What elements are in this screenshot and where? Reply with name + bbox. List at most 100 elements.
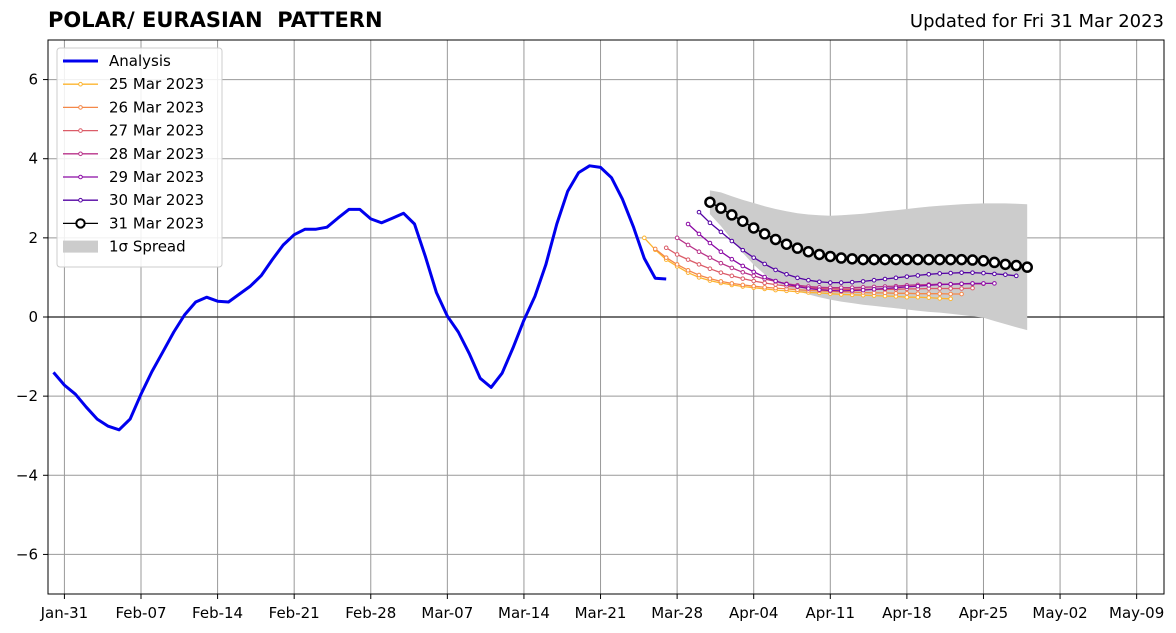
forecast-point (762, 285, 767, 290)
forecast-point (740, 282, 746, 288)
forecast-point (981, 281, 986, 286)
latest-forecast-point (758, 228, 771, 240)
forecast-point (751, 269, 757, 275)
forecast-point (773, 267, 778, 273)
forecast-point (948, 291, 953, 297)
forecast-point (817, 287, 822, 292)
forecast-point (685, 242, 691, 248)
forecast-point (970, 285, 975, 291)
y-tick-label: 0 (28, 308, 38, 326)
forecast-point (882, 276, 888, 282)
latest-forecast-point (901, 253, 913, 266)
forecast-point (827, 280, 833, 285)
forecast-point (773, 285, 778, 291)
y-tick-label: 4 (28, 150, 38, 168)
forecast-point (652, 246, 658, 252)
forecast-point (926, 283, 932, 288)
x-tick-label: Apr-18 (882, 604, 932, 622)
forecast-point (795, 284, 800, 289)
forecast-point (762, 274, 767, 280)
forecast-point (696, 249, 702, 255)
forecast-point (871, 287, 877, 292)
forecast-point (806, 277, 811, 283)
x-tick-label: Mar-14 (498, 604, 550, 622)
forecast-point (696, 209, 702, 215)
forecast-point (685, 268, 691, 273)
forecast-point (773, 278, 778, 284)
forecast-point (915, 273, 921, 278)
forecast-point (696, 272, 702, 278)
forecast-point (937, 271, 943, 276)
forecast-point (751, 278, 757, 284)
forecast-point (959, 286, 964, 291)
forecast-point (904, 274, 910, 279)
x-tick-label: Mar-28 (651, 604, 703, 622)
x-tick-label: Feb-21 (269, 604, 320, 622)
y-tick-label: 6 (28, 71, 38, 89)
forecast-point (904, 294, 910, 300)
y-tick-label: −4 (16, 466, 38, 484)
forecast-point (893, 290, 899, 296)
forecast-point (784, 281, 789, 287)
latest-forecast-point (977, 255, 990, 267)
latest-forecast-point (813, 248, 826, 261)
latest-forecast-point (966, 254, 979, 266)
forecast-point (707, 266, 713, 272)
forecast-point (992, 271, 997, 277)
forecast-point (674, 252, 680, 257)
forecast-point (740, 276, 746, 281)
forecast-point (915, 291, 921, 296)
forecast-point (696, 262, 702, 267)
forecast-point (860, 279, 866, 284)
latest-forecast-point (988, 256, 1001, 269)
latest-forecast-point (944, 253, 957, 266)
legend-marker (78, 128, 83, 133)
forecast-point (707, 255, 713, 260)
x-tick-label: Mar-21 (575, 604, 627, 622)
forecast-point (871, 277, 877, 283)
forecast-point (860, 287, 866, 293)
analysis-line (52, 164, 667, 432)
forecast-point (849, 288, 855, 293)
legend-label: 26 Mar 2023 (109, 98, 204, 116)
forecast-point (992, 281, 997, 286)
forecast-point (718, 270, 724, 275)
forecast-point (838, 288, 844, 294)
legend-marker (78, 197, 83, 203)
latest-forecast-point (933, 253, 946, 266)
x-tick-label: May-09 (1109, 604, 1164, 622)
legend-label: 28 Mar 2023 (109, 145, 204, 163)
forecast-point (674, 235, 680, 241)
forecast-point (729, 281, 735, 286)
forecast-point (959, 291, 964, 297)
forecast-point (970, 281, 975, 286)
legend-marker (78, 81, 83, 87)
forecast-point (981, 270, 986, 276)
forecast-point (663, 255, 669, 260)
forecast-point (871, 290, 877, 296)
forecast-point (1003, 272, 1008, 277)
forecast-point (937, 286, 943, 291)
forecast-point (718, 260, 724, 266)
legend-marker (78, 174, 83, 180)
forecast-point (762, 280, 767, 286)
forecast-point (926, 271, 932, 277)
x-tick-label: Jan-31 (40, 604, 89, 622)
legend-label: 30 Mar 2023 (109, 191, 204, 209)
x-tick-label: Feb-07 (115, 604, 166, 622)
forecast-point (882, 286, 888, 291)
forecast-point (948, 286, 953, 291)
latest-forecast-point (879, 253, 891, 266)
latest-forecast-point (857, 253, 869, 266)
forecast-point (718, 249, 724, 255)
forecast-point (696, 231, 702, 237)
forecast-point (718, 279, 724, 284)
forecast-point (751, 273, 757, 279)
forecast-point (937, 291, 943, 296)
forecast-point (795, 275, 800, 281)
forecast-point (806, 286, 811, 291)
forecast-point (838, 280, 844, 285)
latest-forecast-point (715, 202, 727, 214)
forecast-point (729, 238, 735, 244)
forecast-point (729, 265, 735, 271)
